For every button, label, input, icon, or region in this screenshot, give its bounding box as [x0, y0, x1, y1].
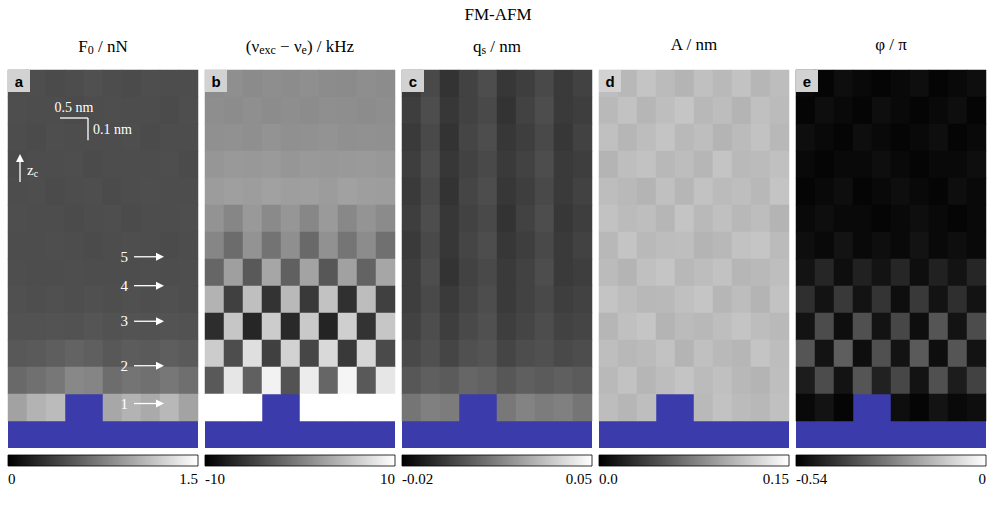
- svg-text:0: 0: [8, 471, 16, 487]
- svg-text:0.05: 0.05: [566, 471, 592, 487]
- svg-text:φ / π: φ / π: [875, 35, 907, 54]
- svg-text:F: F: [78, 37, 87, 56]
- svg-text:d: d: [605, 73, 614, 90]
- html-text:qs: qs: [472, 36, 487, 57]
- svg-text:(ν: (ν: [246, 37, 260, 56]
- svg-text:/ nN: / nN: [94, 37, 128, 56]
- svg-text:0.5 nm: 0.5 nm: [55, 100, 94, 115]
- svg-text:FM-AFM: FM-AFM: [464, 5, 531, 24]
- svg-text:1: 1: [121, 396, 129, 412]
- svg-text:1.5: 1.5: [179, 471, 198, 487]
- svg-text:-0.54: -0.54: [796, 471, 828, 487]
- svg-text:/ nm: / nm: [486, 37, 521, 56]
- svg-text:exc: exc: [259, 43, 276, 57]
- svg-text:a: a: [15, 73, 24, 90]
- svg-text:b: b: [211, 73, 220, 90]
- svg-text:) / kHz: ) / kHz: [307, 37, 355, 56]
- svg-text:0.0: 0.0: [599, 471, 618, 487]
- svg-text:z: z: [27, 162, 34, 178]
- svg-text:3: 3: [121, 313, 129, 329]
- svg-text:c: c: [409, 73, 417, 90]
- svg-text:0: 0: [979, 471, 987, 487]
- svg-text:− ν: − ν: [276, 37, 302, 56]
- svg-text:e: e: [803, 73, 811, 90]
- svg-text:0.15: 0.15: [763, 471, 789, 487]
- svg-text:10: 10: [380, 471, 395, 487]
- svg-text:A / nm: A / nm: [671, 35, 717, 54]
- svg-text:4: 4: [121, 278, 129, 294]
- svg-text:0.1 nm: 0.1 nm: [93, 122, 132, 137]
- svg-text:-10: -10: [205, 471, 225, 487]
- svg-text:c: c: [34, 168, 39, 179]
- svg-text:e: e: [301, 43, 307, 57]
- svg-text:0: 0: [87, 43, 94, 57]
- svg-text:5: 5: [121, 249, 129, 265]
- svg-text:-0.02: -0.02: [402, 471, 433, 487]
- svg-text:2: 2: [121, 358, 129, 374]
